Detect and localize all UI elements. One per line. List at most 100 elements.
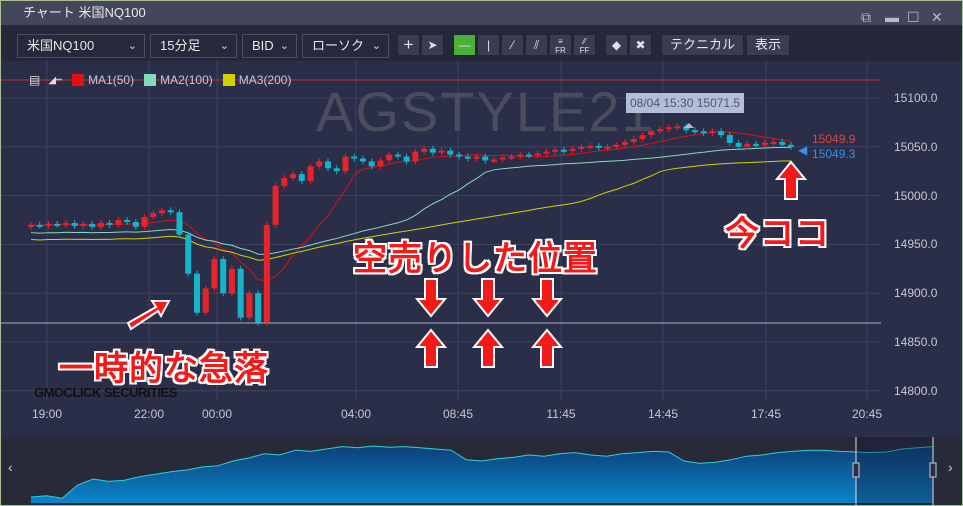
candle — [473, 153, 480, 162]
gmo-click-logo: GMOCLICK SECURITIES — [34, 385, 177, 400]
chevron-down-icon: ⌄ — [371, 40, 381, 52]
candle — [508, 153, 515, 161]
annotation-drop: 一時的な急落 — [59, 349, 269, 389]
candle — [359, 155, 366, 165]
candle — [394, 151, 401, 160]
candle — [316, 158, 323, 170]
time-tick: 20:45 — [851, 407, 883, 421]
ma2-swatch — [144, 74, 157, 86]
candle — [377, 157, 384, 170]
symbol-value: 米国NQ100 — [27, 38, 95, 53]
time-tick: 00:00 — [201, 407, 233, 421]
candle — [237, 265, 244, 321]
ff-label: FF — [579, 46, 590, 55]
ma1-line — [30, 131, 792, 282]
candle — [683, 123, 690, 134]
restore-icon[interactable]: ⧉ — [861, 9, 871, 25]
candle — [351, 153, 358, 162]
candle — [482, 153, 489, 164]
navigator-line — [30, 445, 934, 499]
candle — [630, 136, 637, 145]
candle — [622, 138, 629, 148]
chart-type-select[interactable]: ローソク ⌄ — [302, 34, 389, 58]
maximize-icon[interactable]: ☐ — [907, 9, 920, 25]
candle — [36, 221, 43, 229]
close-icon[interactable]: ✕ — [931, 9, 943, 25]
candle — [429, 145, 436, 156]
candle — [560, 146, 567, 154]
candle — [709, 128, 716, 137]
candle — [211, 256, 218, 292]
comment-icon[interactable]: ▤ — [29, 73, 41, 87]
candle — [700, 128, 707, 137]
candle — [656, 126, 663, 135]
vertical-line-icon[interactable]: | — [477, 34, 500, 56]
candle — [202, 285, 209, 316]
erase-all-icon[interactable]: ✖ — [629, 34, 652, 56]
legend-ma2[interactable]: MA2(100) — [160, 73, 213, 87]
candle — [368, 158, 375, 170]
minimize-icon[interactable]: ▬ — [885, 9, 899, 25]
annotation-short-position: 空売りした位置 — [353, 239, 598, 279]
candle — [80, 220, 87, 229]
candle — [228, 265, 235, 297]
symbol-select[interactable]: 米国NQ100 ⌄ — [17, 34, 145, 58]
navigator[interactable]: ‹ › — [1, 437, 962, 505]
crosshair-icon[interactable]: + — [397, 34, 420, 56]
ruler-icon[interactable]: ◢┅ — [48, 74, 63, 86]
ma2-line — [30, 146, 792, 255]
scroll-right-icon[interactable]: › — [948, 459, 953, 475]
legend-ma3[interactable]: MA3(200) — [238, 73, 292, 87]
price-tick: 14900.0 — [894, 286, 938, 300]
candle — [263, 221, 270, 326]
window-title: チャート 米国NQ100 — [23, 5, 146, 20]
candle — [613, 141, 620, 150]
candle — [220, 256, 227, 297]
candle — [438, 147, 445, 156]
fibonacci-fan-icon[interactable]: ⁄⁄ FF — [573, 34, 596, 56]
candle — [770, 138, 777, 146]
candle — [665, 124, 672, 133]
scroll-left-icon[interactable]: ‹ — [8, 459, 13, 475]
candle — [124, 217, 131, 225]
candle — [89, 220, 96, 230]
candle — [115, 217, 122, 228]
candle — [753, 140, 760, 148]
candle — [28, 221, 34, 230]
candle — [761, 139, 768, 148]
navigator-area — [31, 446, 933, 503]
candle — [106, 220, 113, 228]
toolbar: 米国NQ100 ⌄ 15分足 ⌄ BID ⌄ ローソク ⌄ + ➤ — | ⁄ ⫽ ≡ F… — [1, 25, 962, 61]
pointer-icon[interactable]: ➤ — [421, 34, 444, 56]
chevron-down-icon: ⌄ — [279, 40, 289, 52]
channel-icon[interactable]: ⫽ — [525, 34, 548, 56]
candle — [648, 128, 655, 139]
technical-button[interactable]: テクニカル — [661, 34, 745, 56]
navigator-grip-right — [929, 462, 937, 478]
chevron-down-icon: ⌄ — [127, 40, 137, 52]
display-button[interactable]: 表示 — [746, 34, 791, 56]
timeframe-select[interactable]: 15分足 ⌄ — [150, 34, 237, 58]
candle — [691, 127, 698, 135]
trend-line-icon[interactable]: ⁄ — [501, 34, 524, 56]
candle — [456, 151, 463, 160]
eraser-icon[interactable]: ◆ — [605, 34, 628, 56]
candle — [386, 151, 393, 164]
horizontal-line-icon[interactable]: — — [453, 34, 476, 56]
price-chart[interactable]: AGSTYLE21 ▤ ◢┅ MA1(50) MA2(100) MA3(200)… — [1, 61, 962, 437]
candle — [333, 165, 340, 175]
legend-ma1[interactable]: MA1(50) — [88, 73, 135, 87]
candle — [569, 145, 576, 154]
candle — [176, 209, 183, 238]
candle — [718, 128, 725, 139]
chart-type-value: ローソク — [312, 38, 365, 53]
ma3-swatch — [222, 74, 235, 86]
price-type-select[interactable]: BID ⌄ — [242, 34, 297, 58]
candle — [604, 143, 611, 151]
candle — [298, 171, 305, 184]
watermark: AGSTYLE21 — [316, 80, 655, 143]
candle — [403, 153, 410, 165]
time-tick: 08:45 — [442, 407, 474, 421]
fibonacci-retracement-icon[interactable]: ≡ FR — [549, 34, 572, 56]
